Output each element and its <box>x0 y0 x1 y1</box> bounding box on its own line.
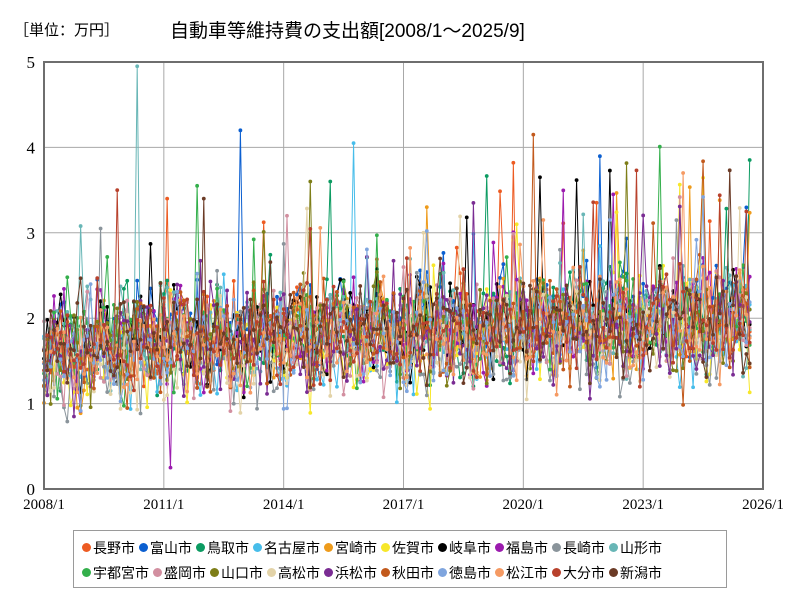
legend-label: 鳥取市 <box>207 539 249 556</box>
chart-svg: 0 1 2 3 4 5 2008/1 2011/1 2014/1 2017/1 2020/1 2023… <box>23 53 784 513</box>
legend-item-佐賀市[interactable]: 佐賀市 <box>381 538 434 558</box>
legend-item-山口市[interactable]: 山口市 <box>210 563 263 583</box>
legend-item-岐阜市[interactable]: 岐阜市 <box>438 538 491 558</box>
legend-label: 富山市 <box>150 539 192 556</box>
x-tick-label: 2014/1 <box>263 497 305 513</box>
legend-label: 岐阜市 <box>449 539 491 556</box>
plot-area: 0 1 2 3 4 5 2008/1 2011/1 2014/1 2017/1 2020/1 2023… <box>23 53 784 513</box>
x-tick-label: 2023/1 <box>622 497 664 513</box>
legend-marker-icon <box>196 543 205 552</box>
legend-label: 徳島市 <box>449 564 491 581</box>
legend-row: 宇都宮市 盛岡市 山口市 高松市 浜松市 秋田市 徳島市 松江市 大分市 新潟市 <box>82 560 720 585</box>
legend-label: 松江市 <box>506 564 548 581</box>
legend-marker-icon <box>381 568 390 577</box>
legend-item-大分市[interactable]: 大分市 <box>552 563 605 583</box>
legend-marker-icon <box>324 568 333 577</box>
legend-item-山形市[interactable]: 山形市 <box>609 538 662 558</box>
legend-item-秋田市[interactable]: 秋田市 <box>381 563 434 583</box>
legend-marker-icon <box>153 568 162 577</box>
legend-item-長崎市[interactable]: 長崎市 <box>552 538 605 558</box>
legend-label: 山形市 <box>620 539 662 556</box>
chart-title: 自動車等維持費の支出額[2008/1～2025/9] <box>170 21 525 42</box>
x-axis-labels: 2008/1 2011/1 2014/1 2017/1 2020/1 2023/1 2026… <box>23 497 784 513</box>
legend-label: 長野市 <box>93 539 135 556</box>
legend-label: 高松市 <box>278 564 320 581</box>
legend-label: 山口市 <box>221 564 263 581</box>
legend-label: 浜松市 <box>335 564 377 581</box>
x-tick-label: 2008/1 <box>23 497 65 513</box>
x-tick-label: 2017/1 <box>383 497 425 513</box>
y-tick-label: 0 <box>27 480 36 499</box>
legend-label: 福島市 <box>506 539 548 556</box>
legend-marker-icon <box>609 543 618 552</box>
legend-item-鳥取市[interactable]: 鳥取市 <box>196 538 249 558</box>
legend-marker-icon <box>495 568 504 577</box>
plot-frame <box>43 61 764 490</box>
legend-label: 長崎市 <box>563 539 605 556</box>
legend-item-松江市[interactable]: 松江市 <box>495 563 548 583</box>
legend-item-福島市[interactable]: 福島市 <box>495 538 548 558</box>
legend-item-浜松市[interactable]: 浜松市 <box>324 563 377 583</box>
legend-label: 盛岡市 <box>164 564 206 581</box>
series-markers-新潟市 <box>42 168 752 390</box>
legend-marker-icon <box>552 568 561 577</box>
legend-label: 名古屋市 <box>264 539 320 556</box>
legend-marker-icon <box>495 543 504 552</box>
legend-item-富山市[interactable]: 富山市 <box>139 538 192 558</box>
legend-marker-icon <box>82 568 91 577</box>
legend-label: 新潟市 <box>620 564 662 581</box>
legend-label: 佐賀市 <box>392 539 434 556</box>
legend-item-宇都宮市[interactable]: 宇都宮市 <box>82 563 149 583</box>
unit-label: ［単位：万円］ <box>14 22 120 39</box>
legend-item-盛岡市[interactable]: 盛岡市 <box>153 563 206 583</box>
legend-item-宮崎市[interactable]: 宮崎市 <box>324 538 377 558</box>
legend-marker-icon <box>139 543 148 552</box>
data-series-group <box>42 64 752 470</box>
x-tick-label: 2026/1 <box>742 497 784 513</box>
legend-label: 宮崎市 <box>335 539 377 556</box>
legend-label: 宇都宮市 <box>93 564 149 581</box>
legend-marker-icon <box>438 543 447 552</box>
legend-item-徳島市[interactable]: 徳島市 <box>438 563 491 583</box>
legend-label: 秋田市 <box>392 564 434 581</box>
y-tick-label: 4 <box>27 138 36 157</box>
legend-marker-icon <box>267 568 276 577</box>
legend-marker-icon <box>324 543 333 552</box>
legend-marker-icon <box>552 543 561 552</box>
legend-item-新潟市[interactable]: 新潟市 <box>609 563 662 583</box>
legend-item-高松市[interactable]: 高松市 <box>267 563 320 583</box>
x-tick-label: 2020/1 <box>502 497 544 513</box>
y-axis-labels: 0 1 2 3 4 5 <box>27 53 36 499</box>
legend-item-長野市[interactable]: 長野市 <box>82 538 135 558</box>
chart-legend: 長野市 富山市 鳥取市 名古屋市 宮崎市 佐賀市 岐阜市 福島市 長崎市 山形市 宇都宮市 盛岡市 山口… <box>73 530 727 588</box>
legend-marker-icon <box>82 543 91 552</box>
y-tick-label: 3 <box>27 224 36 243</box>
legend-item-名古屋市[interactable]: 名古屋市 <box>253 538 320 558</box>
legend-label: 大分市 <box>563 564 605 581</box>
legend-marker-icon <box>438 568 447 577</box>
legend-marker-icon <box>381 543 390 552</box>
y-tick-label: 2 <box>27 309 36 328</box>
y-tick-label: 5 <box>27 53 36 72</box>
y-tick-label: 1 <box>27 395 36 414</box>
legend-row: 長野市 富山市 鳥取市 名古屋市 宮崎市 佐賀市 岐阜市 福島市 長崎市 山形市 <box>82 535 720 560</box>
legend-marker-icon <box>253 543 262 552</box>
legend-marker-icon <box>210 568 219 577</box>
x-tick-label: 2011/1 <box>143 497 184 513</box>
legend-marker-icon <box>609 568 618 577</box>
